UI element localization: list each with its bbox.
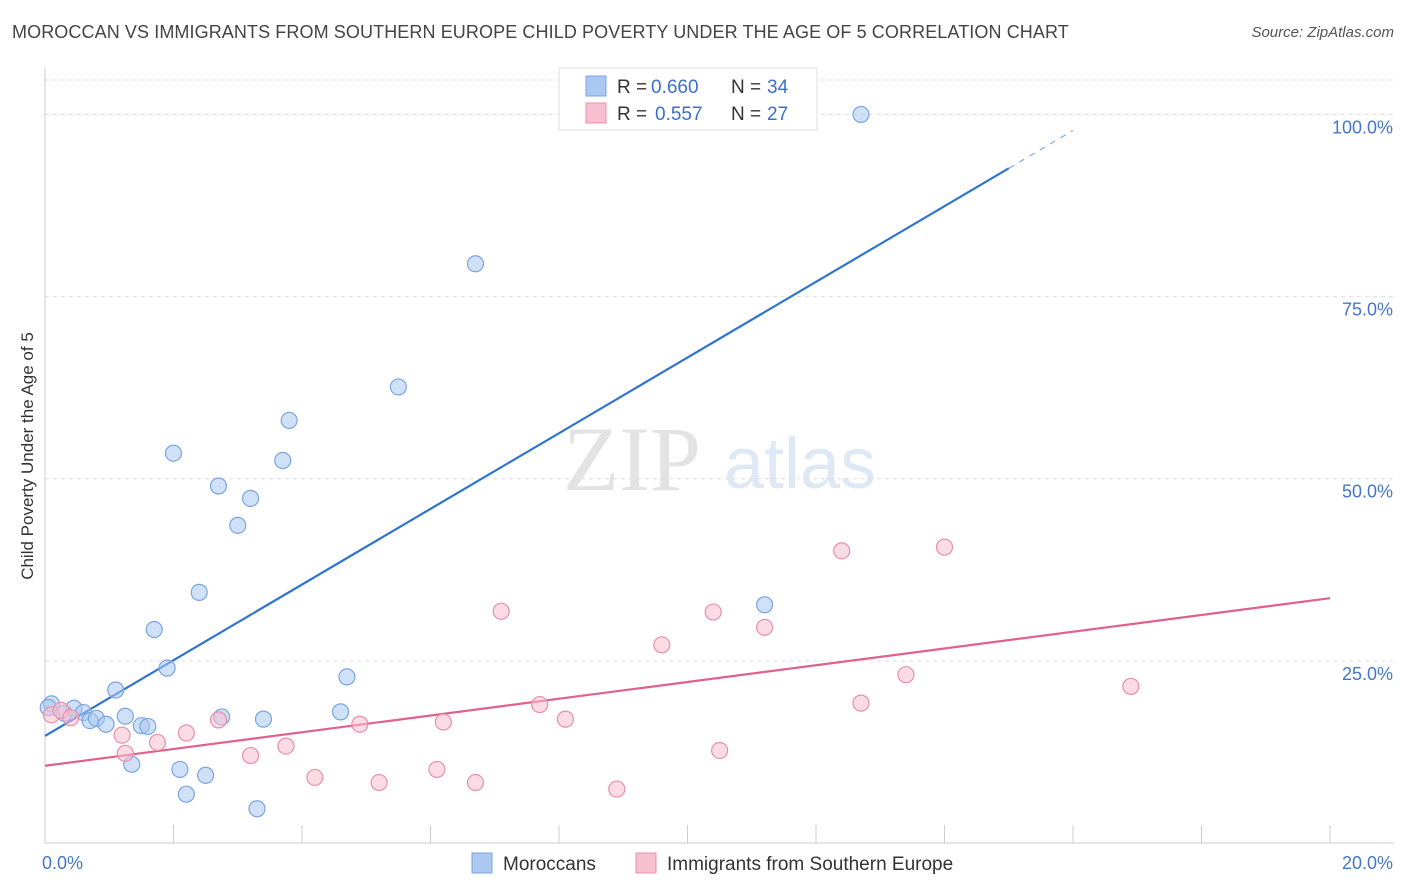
point-moroccan: [190, 583, 208, 601]
point-southern-europe: [428, 760, 446, 779]
point-moroccan: [338, 668, 356, 686]
bottom-legend-southern-europe: Immigrants from Southern Europe: [667, 854, 953, 875]
y-tick-label: 100.0%: [1332, 117, 1393, 137]
point-moroccan: [164, 444, 183, 462]
point-moroccan: [177, 785, 195, 803]
point-moroccan: [209, 477, 228, 495]
tick-labels: 25.0% 50.0% 75.0% 100.0% 0.0% 20.0%: [42, 117, 1393, 873]
point-southern-europe: [62, 709, 80, 727]
point-southern-europe: [116, 744, 134, 762]
legend-swatch-moroccans: [585, 75, 607, 97]
point-moroccan: [755, 596, 774, 614]
y-tick-label: 75.0%: [1342, 300, 1393, 320]
point-moroccan: [242, 489, 260, 507]
point-southern-europe: [177, 724, 195, 742]
point-moroccan: [107, 681, 125, 699]
point-southern-europe: [466, 773, 485, 792]
source-label: Source: ZipAtlas.com: [1251, 24, 1394, 41]
axes: [44, 68, 1394, 844]
point-southern-europe: [306, 768, 324, 787]
point-moroccan: [145, 620, 163, 639]
point-southern-europe: [277, 737, 295, 755]
point-southern-europe: [935, 538, 954, 556]
point-moroccan: [97, 715, 115, 733]
point-southern-europe: [492, 602, 510, 620]
bottom-legend-swatch-southern-europe: [635, 852, 657, 874]
point-moroccan: [331, 703, 350, 721]
point-southern-europe: [351, 715, 369, 733]
point-moroccan: [248, 800, 266, 818]
point-moroccan: [139, 717, 157, 736]
point-southern-europe: [608, 780, 626, 798]
point-moroccan: [280, 411, 298, 430]
x-tick-label-min: 0.0%: [42, 853, 83, 873]
legend-n-value-2: 27: [767, 104, 788, 125]
point-moroccan: [229, 516, 247, 534]
legend-r-value-1: 0.660: [651, 77, 699, 98]
point-moroccan: [852, 105, 870, 124]
point-moroccan: [254, 710, 273, 728]
stats-legend: R = 0.660 N = 34 R = 0.557 N = 27: [558, 67, 818, 131]
y-tick-label: 25.0%: [1342, 664, 1393, 684]
watermark-zip: ZIP: [563, 408, 701, 510]
point-moroccan: [389, 378, 407, 396]
point-southern-europe: [148, 733, 167, 752]
point-moroccan: [197, 766, 215, 784]
point-moroccan: [466, 255, 485, 273]
point-southern-europe: [113, 726, 131, 744]
point-southern-europe: [531, 695, 549, 714]
x-tick-label-max: 20.0%: [1342, 853, 1393, 873]
legend-r-label-2: R =: [617, 104, 647, 125]
point-southern-europe: [556, 710, 575, 728]
chart-title: MOROCCAN VS IMMIGRANTS FROM SOUTHERN EUR…: [12, 22, 1069, 42]
point-southern-europe: [897, 666, 915, 684]
point-southern-europe: [434, 713, 452, 731]
legend-n-label-2: N =: [731, 104, 761, 125]
data-points: [39, 105, 1140, 818]
bottom-legend-swatch-moroccans: [471, 852, 493, 874]
point-southern-europe: [209, 711, 228, 729]
y-tick-label: 50.0%: [1342, 482, 1393, 502]
trend-line-moroccan: [44, 167, 1010, 737]
point-southern-europe: [1122, 677, 1140, 695]
series-legend: Moroccans Immigrants from Southern Europ…: [471, 852, 953, 875]
gridlines: [45, 79, 1394, 662]
legend-r-label-1: R =: [617, 77, 647, 98]
point-southern-europe: [242, 746, 260, 765]
y-axis-label: Child Poverty Under the Age of 5: [18, 332, 37, 580]
bottom-legend-moroccans: Moroccans: [503, 854, 596, 875]
point-southern-europe: [370, 773, 388, 792]
watermark-atlas: atlas: [724, 424, 876, 504]
trend-line-southern-europe: [44, 597, 1331, 767]
trend-lines: [44, 129, 1331, 767]
trend-line-extension-moroccan: [1008, 129, 1074, 169]
point-moroccan: [274, 451, 292, 470]
point-southern-europe: [704, 603, 722, 621]
point-moroccan: [158, 659, 176, 677]
legend-r-value-2: 0.557: [655, 104, 703, 125]
point-southern-europe: [711, 741, 729, 760]
legend-swatch-southern-europe: [585, 102, 607, 124]
point-southern-europe: [852, 694, 870, 712]
point-southern-europe: [653, 636, 671, 654]
point-southern-europe: [755, 618, 774, 636]
legend-n-label-1: N =: [731, 77, 761, 98]
legend-n-value-1: 34: [767, 77, 789, 98]
point-southern-europe: [833, 542, 851, 560]
point-moroccan: [116, 707, 134, 725]
point-moroccan: [171, 760, 189, 779]
